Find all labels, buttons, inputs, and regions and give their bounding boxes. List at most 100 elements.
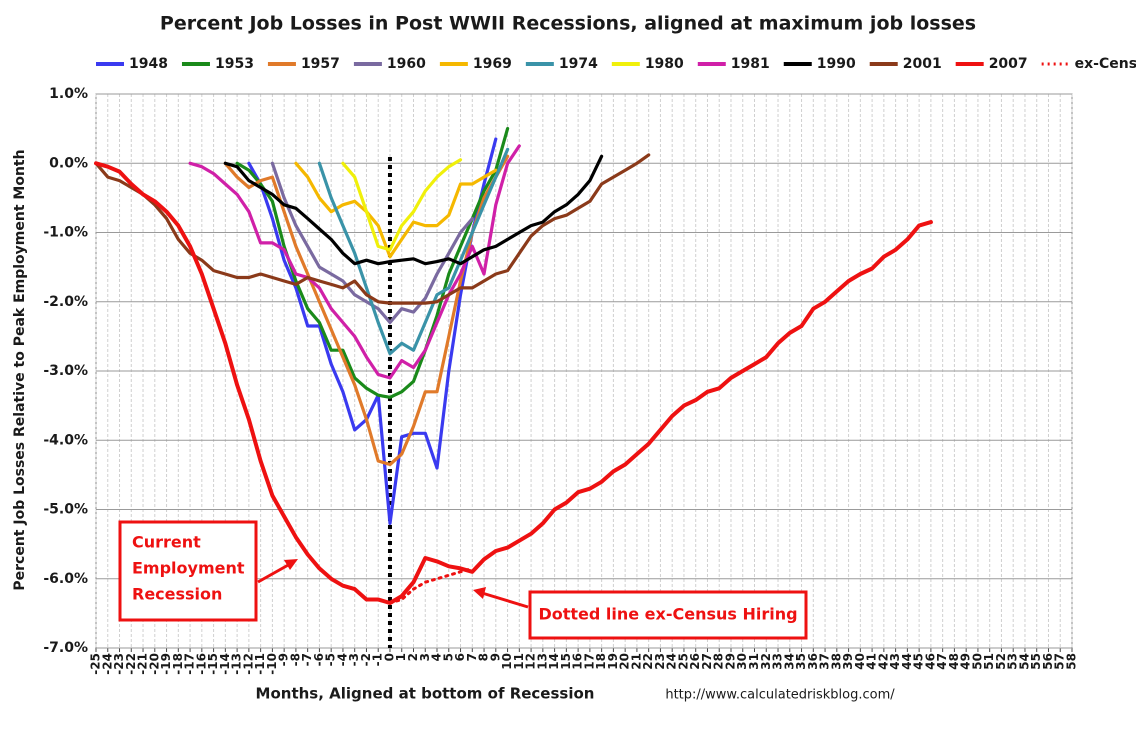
x-tick-label: 48 [947,653,961,670]
y-tick-label: -3.0% [43,363,88,379]
annotation-text: Dotted line ex-Census Hiring [538,605,797,624]
x-tick-label: -5 [324,653,338,666]
x-tick-label: 25 [676,653,690,670]
x-tick-label: 15 [559,653,573,670]
x-tick-label: 11 [512,653,526,670]
legend-label: ex-Census [1075,56,1136,72]
x-tick-label: 9 [488,653,502,661]
series-line [94,161,933,605]
x-tick-label: 26 [688,653,702,670]
x-tick-label: -6 [312,653,326,666]
legend-label: 2001 [903,56,942,72]
legend-label: 1981 [731,56,770,72]
series-line [94,153,651,305]
y-tick-label: -4.0% [43,432,88,448]
x-tick-label: 14 [547,653,561,670]
x-tick-label: -11 [253,653,267,675]
series-line [223,154,510,467]
x-tick-label: 22 [641,653,655,670]
series-line [223,154,604,266]
y-axis-title: Percent Job Losses Relative to Peak Empl… [12,149,28,590]
x-tick-label: 17 [582,653,596,670]
x-tick-label: 53 [1006,653,1020,670]
x-tick-label: -22 [124,653,138,675]
x-tick-label: 35 [794,653,808,670]
x-tick-label: -15 [206,653,220,675]
x-tick-label: 6 [453,653,467,661]
x-tick-label: 57 [1053,653,1067,670]
legend-label: 1990 [817,56,856,72]
x-tick-label: -9 [277,653,291,666]
x-tick-label: 50 [970,653,984,670]
x-tick-label: 24 [665,653,679,670]
x-tick-label: 46 [923,653,937,670]
x-tick-label: 32 [759,653,773,670]
legend-label: 2007 [989,56,1028,72]
x-tick-label: 56 [1041,653,1055,670]
y-tick-label: -5.0% [43,502,88,518]
annotation-text: Employment [132,559,245,578]
x-tick-label: -2 [359,653,373,666]
y-tick-label: -1.0% [43,225,88,241]
x-tick-label: 49 [959,653,973,670]
legend-label: 1969 [473,56,512,72]
x-tick-label: 4 [430,653,444,661]
x-tick-label: -8 [288,653,302,666]
x-tick-label: 27 [700,653,714,670]
x-tick-label: 29 [723,653,737,670]
x-tick-label: -20 [147,653,161,675]
series-line [294,161,498,259]
x-tick-label: 31 [747,653,761,670]
legend-label: 1948 [129,56,168,72]
x-tick-label: 52 [994,653,1008,670]
x-tick-label: 12 [524,653,538,670]
legend: 1948 1953 1957 1960 1969 1974 1980 1981 1990 2001… [96,56,1136,72]
x-tick-label: 58 [1065,653,1079,670]
x-tick-label: -7 [300,653,314,666]
x-tick-label: 37 [818,653,832,670]
x-tick-label: -19 [159,653,173,675]
x-tick-label: 5 [441,653,455,661]
series-line [188,144,521,380]
annotation-text: Recession [132,585,222,604]
x-tick-label: 20 [618,653,632,670]
annotation-text: Current [132,533,201,552]
annotation-arrow [481,591,529,609]
x-tick-label: 3 [418,653,432,661]
x-tick-label: 28 [712,653,726,670]
annotation-arrow [257,562,291,584]
x-tick-label: 1 [394,653,408,661]
x-tick-label: 45 [912,653,926,670]
x-tick-label: 38 [829,653,843,670]
x-tick-label: 33 [771,653,785,670]
x-tick-label: 30 [735,653,749,670]
x-tick-label: 2 [406,653,420,661]
x-tick-label: 21 [629,653,643,670]
series-line [247,137,498,525]
y-tick-label: 1.0% [49,86,88,102]
x-tick-label: 42 [876,653,890,670]
x-tick-label: -17 [183,653,197,675]
x-tick-label: -23 [112,653,126,675]
x-tick-label: -24 [100,653,114,675]
x-tick-label: 0 [382,653,396,661]
x-tick-label: 16 [571,653,585,670]
x-tick-label: 18 [594,653,608,670]
chart-title: Percent Job Losses in Post WWII Recessio… [160,13,976,35]
x-tick-label: -1 [371,653,385,666]
legend-label: 1953 [215,56,254,72]
x-tick-label: 41 [865,653,879,670]
source: http://www.calculatedriskblog.com/ [665,688,895,703]
x-tick-label: 51 [982,653,996,670]
x-tick-label: 54 [1017,653,1031,670]
x-tick-label: 36 [806,653,820,670]
y-tick-label: -7.0% [43,640,88,656]
x-tick-label: 55 [1029,653,1043,670]
legend-label: 1974 [559,56,598,72]
x-tick-label: 10 [500,653,514,670]
y-tick-label: -6.0% [43,571,88,587]
legend-label: 1957 [301,56,340,72]
series-line [388,566,474,605]
x-tick-label: -3 [347,653,361,666]
x-tick-label: -13 [230,653,244,675]
